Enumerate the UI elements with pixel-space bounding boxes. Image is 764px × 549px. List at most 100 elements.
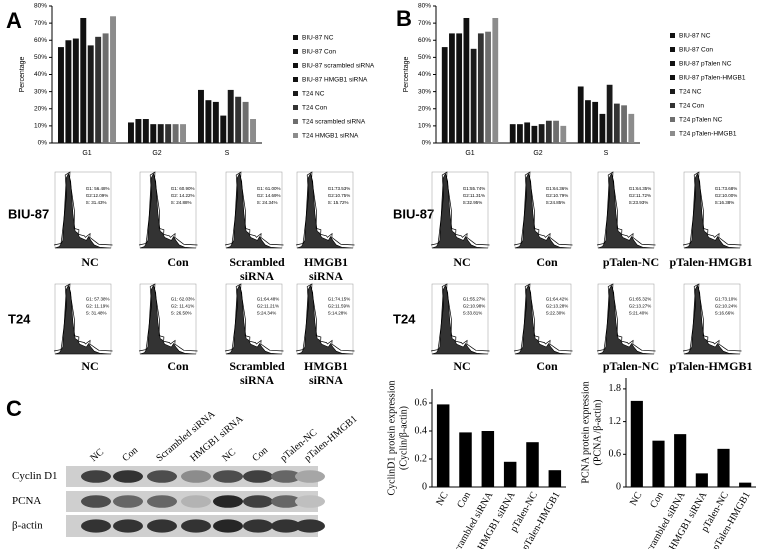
cell-cycle-stat: G1: 60.90% bbox=[171, 186, 195, 191]
legend-label: T24 Con bbox=[679, 103, 704, 110]
bar bbox=[250, 119, 257, 143]
blot-band bbox=[213, 470, 243, 483]
blot-band bbox=[295, 495, 325, 508]
blot-band bbox=[271, 495, 301, 508]
y-tick-label: 30% bbox=[34, 88, 47, 95]
bar bbox=[87, 45, 94, 144]
bar bbox=[503, 461, 517, 487]
histogram-outline bbox=[53, 171, 113, 246]
y-tick-label: 50% bbox=[34, 54, 47, 61]
histogram-fill bbox=[683, 172, 741, 249]
bar bbox=[212, 101, 219, 143]
blot-band bbox=[147, 470, 177, 483]
histogram-outline bbox=[138, 283, 198, 352]
bar bbox=[509, 124, 516, 143]
bar bbox=[135, 119, 142, 143]
cell-cycle-stat: S: 24.34% bbox=[257, 200, 278, 205]
blot-row-label: β-actin bbox=[12, 520, 43, 532]
bar bbox=[585, 100, 591, 143]
x-tick-label: S bbox=[225, 150, 230, 157]
bar bbox=[613, 103, 620, 143]
legend-label: BIU-87 Con bbox=[679, 47, 713, 54]
y-tick-label: 0% bbox=[422, 140, 432, 147]
y-tick-label: 0.2 bbox=[415, 453, 428, 464]
legend-label: BIU-87 HMGB1 siRNA bbox=[302, 77, 368, 84]
row-label: BIU-87 bbox=[393, 206, 434, 221]
blot-band bbox=[113, 495, 143, 508]
blot-band bbox=[81, 519, 111, 533]
blot-band bbox=[147, 519, 177, 533]
legend-swatch bbox=[670, 61, 675, 66]
cell-cycle-stat: G1: 61.00% bbox=[257, 186, 281, 191]
histogram-outline bbox=[513, 171, 573, 246]
bar bbox=[481, 431, 495, 487]
column-label: pTalen-HMGB1 bbox=[670, 359, 753, 373]
bar bbox=[205, 100, 212, 143]
y-tick-label: 60% bbox=[418, 37, 431, 44]
bar bbox=[220, 115, 227, 143]
bar bbox=[628, 113, 635, 143]
histogram-fill bbox=[514, 172, 572, 249]
cell-cycle-stat: G2:10.00% bbox=[715, 193, 738, 198]
panel-label: B bbox=[396, 6, 412, 31]
histogram-outline bbox=[430, 283, 490, 352]
column-label: pTalen-NC bbox=[603, 359, 659, 373]
column-label: Con bbox=[167, 359, 189, 373]
cell-cycle-stat: G2: 14.69% bbox=[257, 193, 281, 198]
bar bbox=[57, 47, 64, 143]
cell-cycle-stat: S: 26.50% bbox=[171, 311, 192, 316]
cell-cycle-stat: G2:11.21% bbox=[257, 304, 279, 309]
bar bbox=[553, 120, 559, 143]
bar bbox=[197, 89, 204, 143]
histogram-fill bbox=[139, 172, 197, 249]
x-tick-label: S bbox=[604, 150, 609, 157]
cell-cycle-stat: G1:73.53% bbox=[328, 186, 351, 191]
row-label: T24 bbox=[8, 311, 31, 326]
y-tick-label: 0.4 bbox=[415, 425, 428, 436]
y-axis-label: Percentage bbox=[403, 56, 410, 92]
cell-cycle-stat: G1:73.10% bbox=[715, 297, 738, 302]
bar bbox=[142, 119, 149, 143]
cell-cycle-stat: S: 31.43% bbox=[86, 200, 107, 205]
bar bbox=[441, 47, 448, 143]
legend-label: T24 HMGB1 siRNA bbox=[302, 133, 359, 140]
y-tick-label: 40% bbox=[418, 71, 431, 78]
y-tick-label: 80% bbox=[418, 3, 431, 10]
cell-cycle-stat: G1: 62.03% bbox=[171, 297, 195, 302]
blot-band bbox=[243, 495, 273, 508]
bar bbox=[524, 122, 531, 143]
blot-band bbox=[295, 519, 325, 533]
legend-swatch bbox=[293, 119, 298, 124]
bar bbox=[739, 482, 752, 487]
bar bbox=[492, 17, 499, 143]
y-axis-label: CyclinD1 protein expression bbox=[386, 381, 397, 496]
x-tick-label: G1 bbox=[465, 150, 474, 157]
blot-band bbox=[181, 470, 211, 483]
cell-cycle-stat: G2:10.75% bbox=[328, 193, 351, 198]
histogram-fill bbox=[296, 284, 354, 355]
column-label: pTalen-HMGB1 bbox=[670, 255, 753, 269]
bar bbox=[436, 404, 450, 487]
histogram-fill bbox=[597, 172, 655, 249]
column-label: NC bbox=[453, 359, 470, 373]
bar bbox=[463, 17, 470, 143]
histogram-outline bbox=[513, 283, 573, 352]
legend-label: BIU-87 pTalen-HMGB1 bbox=[679, 75, 746, 82]
bar bbox=[95, 36, 102, 144]
histogram-outline bbox=[596, 171, 656, 246]
blot-band bbox=[295, 470, 325, 483]
column-label: siRNA bbox=[309, 373, 343, 387]
bar bbox=[459, 432, 472, 487]
cell-cycle-stat: G2:10.98% bbox=[463, 304, 486, 309]
cell-cycle-stat: G2:11.31% bbox=[463, 193, 485, 198]
legend-swatch bbox=[670, 131, 675, 136]
blot-band bbox=[271, 519, 301, 533]
blot-band bbox=[147, 495, 177, 508]
cell-cycle-stat: S:16.66% bbox=[715, 311, 735, 316]
legend-swatch bbox=[670, 75, 675, 80]
lane-label: NC bbox=[220, 446, 238, 464]
y-tick-label: 40% bbox=[34, 71, 47, 78]
legend-swatch bbox=[670, 103, 675, 108]
column-label: siRNA bbox=[240, 373, 274, 387]
bar bbox=[652, 440, 665, 487]
